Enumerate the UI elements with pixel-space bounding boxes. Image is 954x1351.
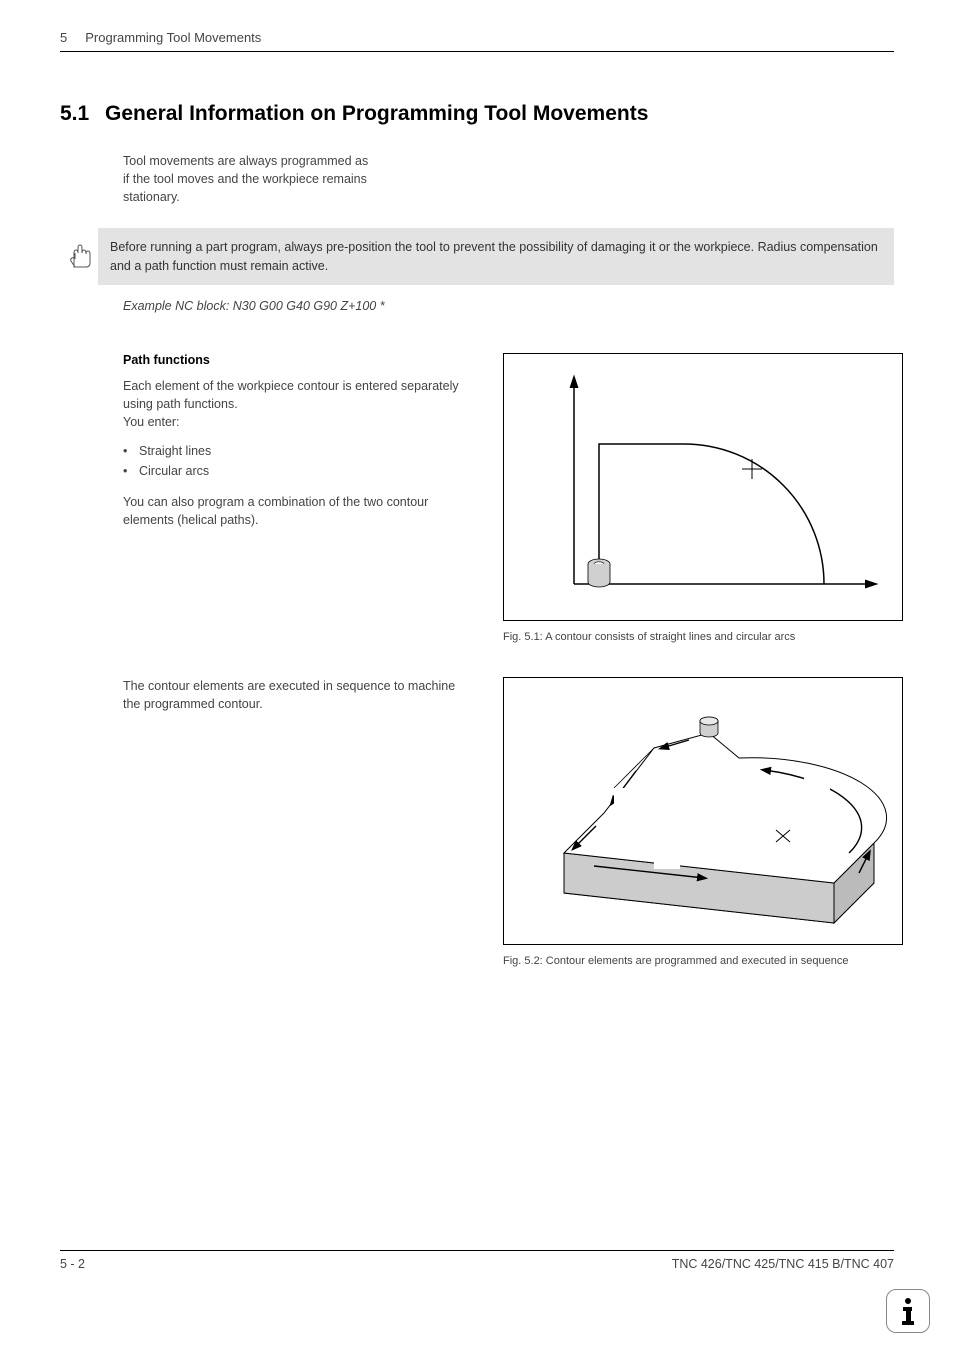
figure1-svg (504, 354, 904, 622)
page-footer: 5 - 2 TNC 426/TNC 425/TNC 415 B/TNC 407 (60, 1250, 894, 1271)
path-functions-para1: Each element of the workpiece contour is… (123, 377, 473, 431)
page-header: 5 Programming Tool Movements (60, 30, 894, 52)
path-functions-para2: You can also program a combination of th… (123, 493, 473, 529)
sequence-para: The contour elements are executed in seq… (123, 677, 473, 713)
intro-line3: stationary. (123, 188, 894, 206)
footer-page-number: 5 - 2 (60, 1257, 85, 1271)
hand-icon (60, 237, 98, 276)
path-functions-row: Path functions Each element of the workp… (123, 353, 894, 643)
intro-paragraph: Tool movements are always programmed as … (123, 152, 894, 206)
section-title: 5.1 General Information on Programming T… (60, 102, 894, 126)
footer-product: TNC 426/TNC 425/TNC 415 B/TNC 407 (672, 1257, 894, 1271)
bullet-item: Circular arcs (123, 461, 473, 481)
section-number: 5.1 (60, 102, 89, 126)
path-functions-bullets: Straight lines Circular arcs (123, 441, 473, 481)
bullet-item: Straight lines (123, 441, 473, 461)
sequence-row: The contour elements are executed in seq… (123, 677, 894, 967)
path-functions-text: Path functions Each element of the workp… (123, 353, 473, 643)
header-chapter-number: 5 (60, 30, 67, 45)
section-title-text: General Information on Programming Tool … (105, 102, 648, 125)
header-chapter-title: Programming Tool Movements (85, 30, 261, 45)
path-functions-heading: Path functions (123, 353, 473, 367)
note-box: Before running a part program, always pr… (60, 228, 894, 284)
sequence-text: The contour elements are executed in seq… (123, 677, 473, 967)
note-text: Before running a part program, always pr… (98, 228, 894, 284)
figure2-svg (504, 678, 904, 946)
figure2-box (503, 677, 903, 945)
figure2-caption: Fig. 5.2: Contour elements are programme… (503, 955, 903, 967)
intro-line2: if the tool moves and the workpiece rema… (123, 170, 894, 188)
info-icon (886, 1289, 930, 1333)
figure2-container: Fig. 5.2: Contour elements are programme… (503, 677, 903, 967)
figure1-caption: Fig. 5.1: A contour consists of straight… (503, 631, 903, 643)
figure1-container: Fig. 5.1: A contour consists of straight… (503, 353, 903, 643)
example-nc-block: Example NC block: N30 G00 G40 G90 Z+100 … (123, 299, 894, 313)
figure1-box (503, 353, 903, 621)
intro-line1: Tool movements are always programmed as (123, 152, 894, 170)
